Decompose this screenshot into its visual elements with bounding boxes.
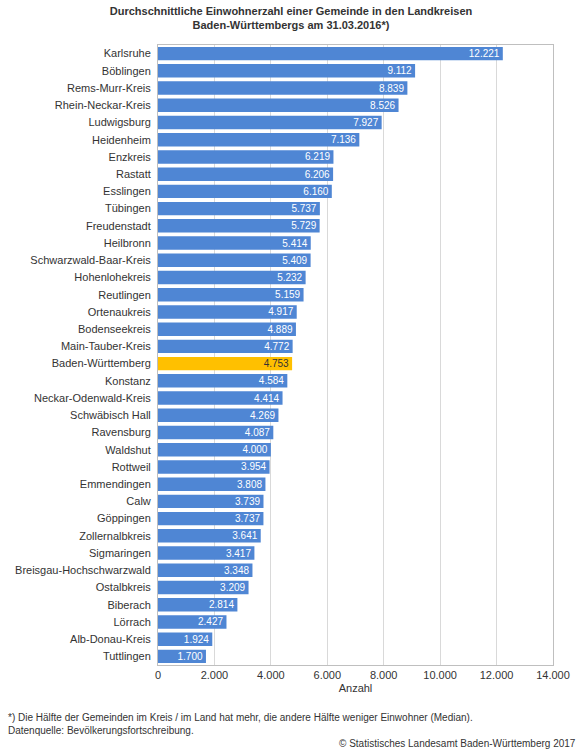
svg-text:Tuttlingen: Tuttlingen	[103, 650, 151, 662]
svg-text:5.737: 5.737	[291, 203, 316, 214]
svg-text:Emmendingen: Emmendingen	[80, 478, 151, 490]
svg-text:Bodenseekreis: Bodenseekreis	[78, 323, 151, 335]
svg-text:Sigmaringen: Sigmaringen	[89, 547, 151, 559]
svg-text:14.000: 14.000	[536, 669, 570, 681]
svg-text:3.739: 3.739	[235, 496, 260, 507]
svg-text:7.927: 7.927	[353, 117, 378, 128]
svg-text:Rottweil: Rottweil	[112, 461, 151, 473]
svg-text:4.753: 4.753	[264, 358, 289, 369]
svg-text:2.000: 2.000	[201, 669, 229, 681]
svg-text:Datenquelle: Bevölkerungsforts: Datenquelle: Bevölkerungsfortschreibung.	[8, 725, 194, 736]
svg-text:8.526: 8.526	[370, 100, 395, 111]
svg-text:2.814: 2.814	[209, 599, 234, 610]
svg-text:Zollernalbkreis: Zollernalbkreis	[79, 530, 151, 542]
svg-text:Freudenstadt: Freudenstadt	[86, 220, 151, 232]
svg-text:4.917: 4.917	[268, 306, 293, 317]
svg-text:3.209: 3.209	[220, 582, 245, 593]
svg-text:Rems-Murr-Kreis: Rems-Murr-Kreis	[67, 82, 151, 94]
svg-text:4.269: 4.269	[250, 410, 275, 421]
svg-text:Ortenaukreis: Ortenaukreis	[88, 306, 151, 318]
svg-text:0: 0	[155, 669, 161, 681]
svg-text:Göppingen: Göppingen	[97, 512, 151, 524]
svg-text:5.232: 5.232	[277, 272, 302, 283]
svg-text:Rastatt: Rastatt	[116, 168, 151, 180]
svg-text:Ludwigsburg: Ludwigsburg	[88, 116, 150, 128]
svg-text:Böblingen: Böblingen	[102, 65, 151, 77]
svg-text:5.159: 5.159	[275, 289, 300, 300]
svg-text:1.700: 1.700	[177, 651, 202, 662]
svg-text:4.772: 4.772	[264, 341, 289, 352]
svg-text:4.414: 4.414	[254, 393, 279, 404]
svg-text:Esslingen: Esslingen	[103, 185, 151, 197]
svg-text:Lörrach: Lörrach	[114, 616, 151, 628]
svg-text:9.112: 9.112	[387, 65, 412, 76]
svg-text:Schwarzwald-Baar-Kreis: Schwarzwald-Baar-Kreis	[30, 254, 151, 266]
svg-text:8.000: 8.000	[370, 669, 398, 681]
svg-text:5.409: 5.409	[282, 255, 307, 266]
svg-text:Rhein-Neckar-Kreis: Rhein-Neckar-Kreis	[55, 99, 151, 111]
svg-text:*) Die Hälfte der Gemeinden im: *) Die Hälfte der Gemeinden im Kreis / i…	[8, 712, 473, 723]
svg-text:Ravensburg: Ravensburg	[91, 426, 150, 438]
svg-text:Heilbronn: Heilbronn	[104, 237, 151, 249]
svg-text:2.427: 2.427	[198, 616, 223, 627]
svg-text:Enzkreis: Enzkreis	[109, 151, 152, 163]
svg-text:6.160: 6.160	[303, 186, 328, 197]
svg-text:6.206: 6.206	[305, 169, 330, 180]
svg-text:© Statistisches Landesamt Bade: © Statistisches Landesamt Baden-Württemb…	[339, 738, 576, 749]
svg-text:3.954: 3.954	[241, 461, 266, 472]
svg-text:Schwäbisch Hall: Schwäbisch Hall	[70, 409, 151, 421]
svg-text:4.584: 4.584	[259, 375, 284, 386]
svg-text:3.417: 3.417	[226, 548, 251, 559]
svg-text:Biberach: Biberach	[107, 599, 150, 611]
svg-text:3.737: 3.737	[235, 513, 260, 524]
svg-text:Hohenlohekreis: Hohenlohekreis	[74, 271, 151, 283]
svg-text:Tübingen: Tübingen	[105, 202, 151, 214]
svg-text:Anzahl: Anzahl	[339, 682, 373, 694]
svg-text:Durchschnittliche Einwohnerzah: Durchschnittliche Einwohnerzahl einer Ge…	[110, 5, 473, 31]
svg-text:4.087: 4.087	[245, 427, 270, 438]
svg-text:4.889: 4.889	[267, 324, 292, 335]
svg-text:Calw: Calw	[126, 495, 151, 507]
svg-text:12.221: 12.221	[469, 48, 500, 59]
svg-text:10.000: 10.000	[423, 669, 457, 681]
svg-text:3.348: 3.348	[224, 565, 249, 576]
svg-text:8.839: 8.839	[379, 83, 404, 94]
svg-text:3.641: 3.641	[232, 530, 257, 541]
svg-text:Main-Tauber-Kreis: Main-Tauber-Kreis	[61, 340, 151, 352]
svg-text:Karlsruhe: Karlsruhe	[104, 47, 151, 59]
svg-text:Baden-Württemberg: Baden-Württemberg	[52, 357, 151, 369]
svg-text:Breisgau-Hochschwarzwald: Breisgau-Hochschwarzwald	[15, 564, 151, 576]
svg-text:7.136: 7.136	[331, 134, 356, 145]
svg-text:12.000: 12.000	[480, 669, 514, 681]
svg-text:5.414: 5.414	[282, 238, 307, 249]
svg-text:6.219: 6.219	[305, 151, 330, 162]
svg-text:Konstanz: Konstanz	[105, 375, 151, 387]
svg-text:Reutlingen: Reutlingen	[98, 289, 151, 301]
svg-text:Heidenheim: Heidenheim	[92, 134, 151, 146]
svg-text:3.808: 3.808	[237, 479, 262, 490]
svg-text:Neckar-Odenwald-Kreis: Neckar-Odenwald-Kreis	[34, 392, 151, 404]
svg-text:Waldshut: Waldshut	[105, 444, 150, 456]
svg-text:6.000: 6.000	[314, 669, 342, 681]
svg-text:4.000: 4.000	[257, 669, 285, 681]
svg-text:Ostalbkreis: Ostalbkreis	[96, 581, 152, 593]
svg-text:1.924: 1.924	[184, 634, 209, 645]
svg-text:Alb-Donau-Kreis: Alb-Donau-Kreis	[70, 633, 151, 645]
svg-text:4.000: 4.000	[242, 444, 267, 455]
svg-text:5.729: 5.729	[291, 220, 316, 231]
